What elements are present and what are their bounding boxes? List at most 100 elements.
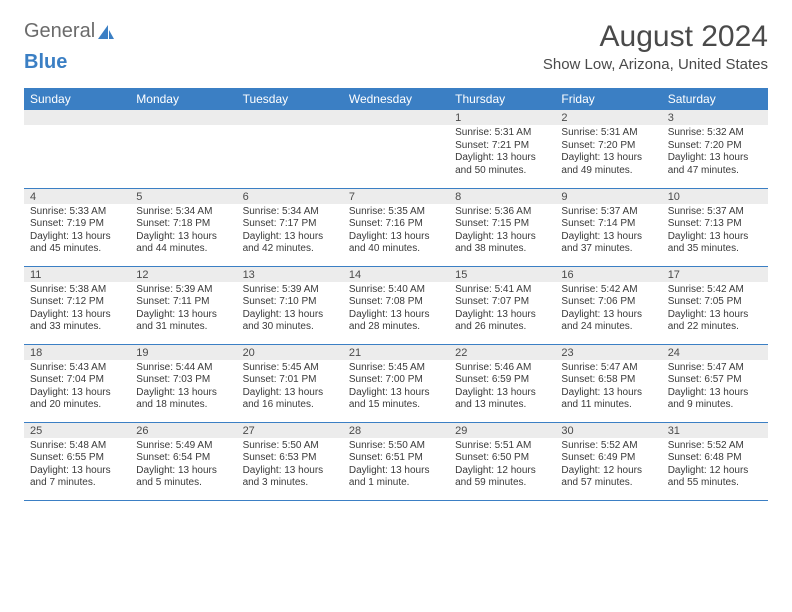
day-details: Sunrise: 5:49 AMSunset: 6:54 PMDaylight:…: [130, 438, 236, 494]
day-details: Sunrise: 5:47 AMSunset: 6:57 PMDaylight:…: [662, 360, 768, 416]
day-details: Sunrise: 5:35 AMSunset: 7:16 PMDaylight:…: [343, 204, 449, 260]
calendar-cell: 8Sunrise: 5:36 AMSunset: 7:15 PMDaylight…: [449, 188, 555, 266]
calendar-cell: 7Sunrise: 5:35 AMSunset: 7:16 PMDaylight…: [343, 188, 449, 266]
sunrise-line: Sunrise: 5:37 AM: [668, 206, 762, 219]
day-details: Sunrise: 5:45 AMSunset: 7:00 PMDaylight:…: [343, 360, 449, 416]
day-details: Sunrise: 5:36 AMSunset: 7:15 PMDaylight:…: [449, 204, 555, 260]
day-number: 21: [343, 345, 449, 360]
calendar-cell: 16Sunrise: 5:42 AMSunset: 7:06 PMDayligh…: [555, 266, 661, 344]
day-details: Sunrise: 5:52 AMSunset: 6:48 PMDaylight:…: [662, 438, 768, 494]
day-number: 19: [130, 345, 236, 360]
daylight-line: Daylight: 13 hours and 31 minutes.: [136, 309, 230, 334]
sunset-line: Sunset: 7:05 PM: [668, 296, 762, 309]
day-number: 25: [24, 423, 130, 438]
sunrise-line: Sunrise: 5:34 AM: [243, 206, 337, 219]
calendar-body: 1Sunrise: 5:31 AMSunset: 7:21 PMDaylight…: [24, 110, 768, 500]
day-number: 28: [343, 423, 449, 438]
day-details: Sunrise: 5:32 AMSunset: 7:20 PMDaylight:…: [662, 125, 768, 181]
sunset-line: Sunset: 7:14 PM: [561, 218, 655, 231]
sunrise-line: Sunrise: 5:31 AM: [561, 127, 655, 140]
day-number: 8: [449, 189, 555, 204]
day-number: 7: [343, 189, 449, 204]
calendar-header-row: SundayMondayTuesdayWednesdayThursdayFrid…: [24, 88, 768, 110]
sunset-line: Sunset: 7:00 PM: [349, 374, 443, 387]
day-details: Sunrise: 5:42 AMSunset: 7:06 PMDaylight:…: [555, 282, 661, 338]
daylight-line: Daylight: 13 hours and 40 minutes.: [349, 231, 443, 256]
sunrise-line: Sunrise: 5:50 AM: [349, 440, 443, 453]
day-details: Sunrise: 5:34 AMSunset: 7:18 PMDaylight:…: [130, 204, 236, 260]
daylight-line: Daylight: 13 hours and 18 minutes.: [136, 387, 230, 412]
day-number-empty: [343, 110, 449, 125]
sunset-line: Sunset: 6:58 PM: [561, 374, 655, 387]
sunrise-line: Sunrise: 5:42 AM: [668, 284, 762, 297]
calendar-cell: 4Sunrise: 5:33 AMSunset: 7:19 PMDaylight…: [24, 188, 130, 266]
sunset-line: Sunset: 7:20 PM: [668, 140, 762, 153]
daylight-line: Daylight: 13 hours and 26 minutes.: [455, 309, 549, 334]
day-details: Sunrise: 5:47 AMSunset: 6:58 PMDaylight:…: [555, 360, 661, 416]
sunrise-line: Sunrise: 5:47 AM: [561, 362, 655, 375]
calendar-cell: 13Sunrise: 5:39 AMSunset: 7:10 PMDayligh…: [237, 266, 343, 344]
day-header: Tuesday: [237, 88, 343, 110]
day-details: Sunrise: 5:46 AMSunset: 6:59 PMDaylight:…: [449, 360, 555, 416]
sunrise-line: Sunrise: 5:35 AM: [349, 206, 443, 219]
calendar-cell: 9Sunrise: 5:37 AMSunset: 7:14 PMDaylight…: [555, 188, 661, 266]
daylight-line: Daylight: 13 hours and 49 minutes.: [561, 152, 655, 177]
daylight-line: Daylight: 13 hours and 24 minutes.: [561, 309, 655, 334]
calendar-cell: [237, 110, 343, 188]
sunrise-line: Sunrise: 5:38 AM: [30, 284, 124, 297]
sunset-line: Sunset: 7:15 PM: [455, 218, 549, 231]
calendar-cell: 12Sunrise: 5:39 AMSunset: 7:11 PMDayligh…: [130, 266, 236, 344]
day-details: Sunrise: 5:34 AMSunset: 7:17 PMDaylight:…: [237, 204, 343, 260]
calendar-cell: 21Sunrise: 5:45 AMSunset: 7:00 PMDayligh…: [343, 344, 449, 422]
day-number: 23: [555, 345, 661, 360]
calendar-cell: 22Sunrise: 5:46 AMSunset: 6:59 PMDayligh…: [449, 344, 555, 422]
logo-text-1: General: [24, 20, 95, 43]
day-details: Sunrise: 5:39 AMSunset: 7:11 PMDaylight:…: [130, 282, 236, 338]
calendar-cell: 19Sunrise: 5:44 AMSunset: 7:03 PMDayligh…: [130, 344, 236, 422]
daylight-line: Daylight: 13 hours and 35 minutes.: [668, 231, 762, 256]
day-number: 24: [662, 345, 768, 360]
calendar-cell: 5Sunrise: 5:34 AMSunset: 7:18 PMDaylight…: [130, 188, 236, 266]
day-details: Sunrise: 5:51 AMSunset: 6:50 PMDaylight:…: [449, 438, 555, 494]
day-details: Sunrise: 5:52 AMSunset: 6:49 PMDaylight:…: [555, 438, 661, 494]
sunrise-line: Sunrise: 5:42 AM: [561, 284, 655, 297]
logo-text-2: Blue: [24, 51, 67, 74]
day-details: Sunrise: 5:37 AMSunset: 7:13 PMDaylight:…: [662, 204, 768, 260]
daylight-line: Daylight: 13 hours and 28 minutes.: [349, 309, 443, 334]
calendar-cell: 31Sunrise: 5:52 AMSunset: 6:48 PMDayligh…: [662, 422, 768, 500]
daylight-line: Daylight: 13 hours and 11 minutes.: [561, 387, 655, 412]
day-details: Sunrise: 5:41 AMSunset: 7:07 PMDaylight:…: [449, 282, 555, 338]
daylight-line: Daylight: 13 hours and 16 minutes.: [243, 387, 337, 412]
sunset-line: Sunset: 7:20 PM: [561, 140, 655, 153]
daylight-line: Daylight: 12 hours and 55 minutes.: [668, 465, 762, 490]
day-details: Sunrise: 5:48 AMSunset: 6:55 PMDaylight:…: [24, 438, 130, 494]
day-details: Sunrise: 5:42 AMSunset: 7:05 PMDaylight:…: [662, 282, 768, 338]
daylight-line: Daylight: 13 hours and 42 minutes.: [243, 231, 337, 256]
day-details: Sunrise: 5:43 AMSunset: 7:04 PMDaylight:…: [24, 360, 130, 416]
sunset-line: Sunset: 7:10 PM: [243, 296, 337, 309]
sunset-line: Sunset: 7:13 PM: [668, 218, 762, 231]
day-details: Sunrise: 5:50 AMSunset: 6:51 PMDaylight:…: [343, 438, 449, 494]
sunrise-line: Sunrise: 5:47 AM: [668, 362, 762, 375]
sunset-line: Sunset: 7:07 PM: [455, 296, 549, 309]
calendar-cell: 2 Sunrise: 5:31 AMSunset: 7:20 PMDaylight…: [555, 110, 661, 188]
day-number: 14: [343, 267, 449, 282]
daylight-line: Daylight: 13 hours and 50 minutes.: [455, 152, 549, 177]
day-number: 3: [662, 110, 768, 125]
day-number: 26: [130, 423, 236, 438]
day-number: 2: [555, 110, 661, 125]
calendar-cell: 1Sunrise: 5:31 AMSunset: 7:21 PMDaylight…: [449, 110, 555, 188]
day-details: Sunrise: 5:38 AMSunset: 7:12 PMDaylight:…: [24, 282, 130, 338]
sunset-line: Sunset: 7:12 PM: [30, 296, 124, 309]
day-details: Sunrise: 5:40 AMSunset: 7:08 PMDaylight:…: [343, 282, 449, 338]
day-number: 22: [449, 345, 555, 360]
sunset-line: Sunset: 7:21 PM: [455, 140, 549, 153]
sunrise-line: Sunrise: 5:33 AM: [30, 206, 124, 219]
day-details: Sunrise: 5:45 AMSunset: 7:01 PMDaylight:…: [237, 360, 343, 416]
sunrise-line: Sunrise: 5:52 AM: [668, 440, 762, 453]
location-text: Show Low, Arizona, United States: [543, 56, 768, 73]
sunset-line: Sunset: 7:03 PM: [136, 374, 230, 387]
day-number: 9: [555, 189, 661, 204]
calendar-week-row: 18Sunrise: 5:43 AMSunset: 7:04 PMDayligh…: [24, 344, 768, 422]
sunrise-line: Sunrise: 5:36 AM: [455, 206, 549, 219]
